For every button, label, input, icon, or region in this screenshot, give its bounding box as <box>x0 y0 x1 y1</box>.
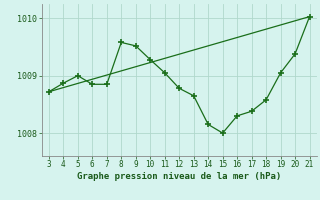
X-axis label: Graphe pression niveau de la mer (hPa): Graphe pression niveau de la mer (hPa) <box>77 172 281 181</box>
